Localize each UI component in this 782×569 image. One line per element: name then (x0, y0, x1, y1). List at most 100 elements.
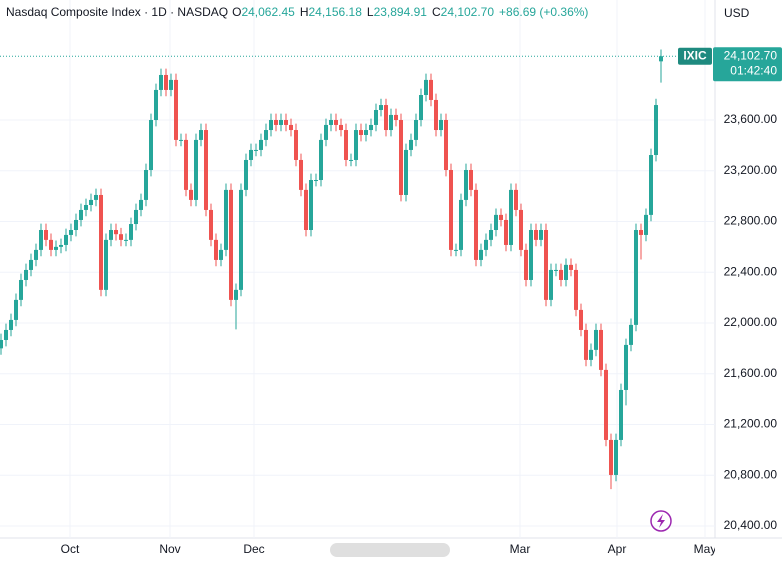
candle-body (624, 344, 628, 390)
candle-body (69, 229, 73, 235)
candle-body (4, 329, 8, 340)
y-tick-label: 21,200.00 (724, 417, 778, 431)
candle-body (269, 120, 273, 131)
x-tick-label: Oct (61, 542, 80, 556)
candle-body (609, 439, 613, 475)
candle-body (259, 139, 263, 150)
candle-body (64, 234, 68, 245)
candle-body (169, 79, 173, 90)
candle-body (574, 269, 578, 310)
candle-body (389, 114, 393, 131)
candle-body (414, 120, 418, 140)
ohlc-value: 24,062.45 (241, 5, 295, 19)
symbol-text: Nasdaq Composite Index · 1D · NASDAQ (6, 5, 228, 19)
candle-body (119, 234, 123, 240)
candle-body (514, 189, 518, 210)
ohlc-label: C (432, 5, 441, 19)
candle-body (354, 130, 358, 160)
candle-body (534, 229, 538, 240)
y-tick-label: 23,600.00 (724, 112, 778, 126)
candle-body (294, 130, 298, 160)
candle-body (44, 229, 48, 240)
candle-body (219, 249, 223, 260)
candle-body (434, 99, 438, 131)
candle-body (504, 219, 508, 245)
candle-body (524, 249, 528, 280)
y-tick-label: 20,800.00 (724, 467, 778, 481)
candle-body (114, 229, 118, 235)
candle-body (429, 79, 433, 100)
candle-body (39, 229, 43, 250)
candle-body (424, 79, 428, 96)
candle-body (399, 120, 403, 195)
y-tick-label: 22,800.00 (724, 214, 778, 228)
candle-body (439, 120, 443, 131)
candle-body (89, 199, 93, 206)
ticker: IXIC (683, 48, 707, 62)
candle-body (304, 189, 308, 230)
candle-body (249, 149, 253, 160)
currency: USD (724, 6, 750, 20)
candle-body (314, 180, 318, 182)
candle-body (469, 169, 473, 190)
candle-body (54, 246, 58, 250)
candle-body (14, 299, 18, 320)
y-tick-label: 22,000.00 (724, 315, 778, 329)
candle-body (509, 189, 513, 245)
candle-body (474, 189, 478, 260)
candle-body (74, 219, 78, 230)
candle-body (489, 229, 493, 240)
candle-body (394, 114, 398, 121)
x-tick-labels: Oct Nov Dec Mar Apr May (61, 542, 717, 556)
candle-body (264, 130, 268, 140)
candle-body (564, 264, 568, 280)
candle-body (619, 389, 623, 440)
legend-header: Nasdaq Composite Index · 1D · NASDAQ O24,… (6, 5, 588, 19)
candle-body (159, 74, 163, 90)
ohlc-label: H (300, 5, 309, 19)
grid (0, 0, 715, 538)
candle-body (309, 180, 313, 230)
candle-body (494, 214, 498, 230)
ohlc-value: 23,894.91 (374, 5, 428, 19)
change: +86.69 (+0.36%) (499, 5, 588, 19)
candle-body (199, 130, 203, 140)
event-icon[interactable] (650, 510, 672, 532)
candle-body (649, 155, 653, 215)
candle-body (409, 139, 413, 150)
symbol: Nasdaq Composite Index · 1D · NASDAQ O24,… (6, 5, 588, 19)
x-tick-label: Mar (510, 542, 531, 556)
candle-body (29, 259, 33, 270)
candle-body (239, 189, 243, 290)
candle-body (579, 309, 583, 330)
y-tick-label: 21,600.00 (724, 366, 778, 380)
ohlc-label: O (232, 5, 241, 19)
candle-body (364, 130, 368, 135)
candle-body (659, 56, 663, 62)
candle-body (634, 229, 638, 325)
candle-body (594, 329, 598, 350)
x-tick-label: Apr (608, 542, 627, 556)
candle-body (24, 269, 28, 280)
ohlc-value: 24,156.18 (309, 5, 363, 19)
candle-body (9, 319, 13, 330)
candle-body (379, 105, 383, 110)
candle-body (344, 130, 348, 160)
candle-body (174, 79, 178, 140)
candle-body (549, 269, 553, 300)
candle-body (49, 239, 53, 250)
candle-body (284, 120, 288, 125)
candle-body (584, 329, 588, 360)
candle-body (599, 329, 603, 370)
candle-body (654, 105, 658, 156)
candle-body (559, 269, 563, 280)
candle-body (204, 130, 208, 210)
x-tick-label: May (694, 542, 717, 556)
candle-body (589, 349, 593, 360)
candle-body (144, 169, 148, 200)
candle-body (34, 249, 38, 260)
ohlc-label: L (367, 5, 374, 19)
candle-body (209, 209, 213, 240)
y-tick-label: 23,200.00 (724, 163, 778, 177)
